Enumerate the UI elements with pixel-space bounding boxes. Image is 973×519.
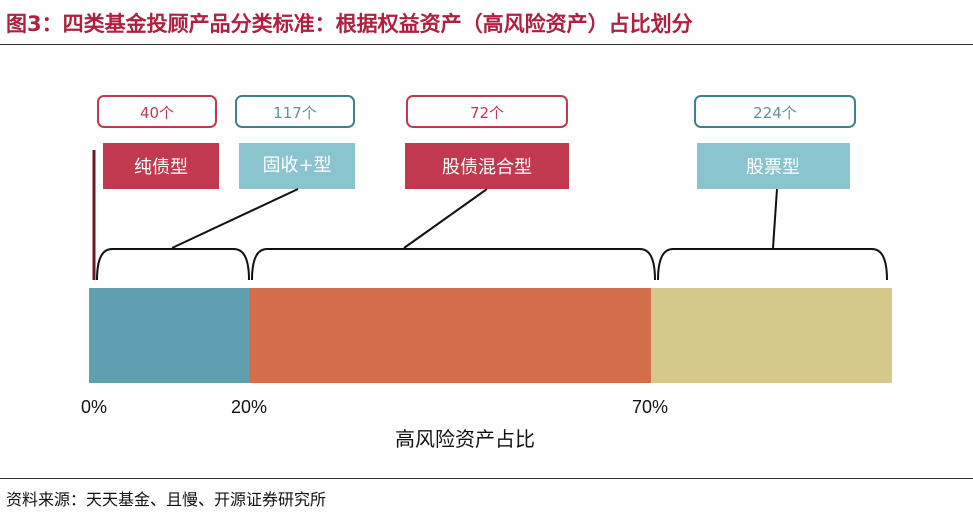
tick-label-70: 70% [632, 397, 668, 417]
label-equity: 股票型 [746, 157, 800, 178]
label-box-equity [697, 143, 850, 189]
count-box-pure-bond [97, 95, 217, 128]
tick-label-20: 20% [231, 397, 267, 417]
bar-segment-70-100 [651, 288, 892, 383]
source-note: 资料来源：天天基金、且慢、开源证券研究所 [6, 490, 327, 509]
label-fixed-income-plus: 固收+型 [262, 155, 331, 176]
bar-segment-20-70 [249, 288, 651, 383]
axis-label: 高风险资产占比 [395, 427, 535, 451]
connector-mixed [403, 188, 488, 249]
brace-70-100 [657, 248, 888, 281]
top-divider [0, 44, 973, 45]
label-pure-bond: 纯债型 [134, 157, 188, 178]
count-box-fixed-income-plus [235, 95, 355, 128]
bar-segment-0-20 [89, 288, 249, 383]
label-box-mixed [405, 143, 569, 189]
connector-fixed-income-plus [171, 188, 299, 249]
count-equity: 224个 [753, 104, 797, 122]
figure-title: 图3：四类基金投顾产品分类标准：根据权益资产（高风险资产）占比划分 [6, 12, 693, 36]
count-pure-bond: 40个 [140, 104, 174, 122]
tick-label-0: 0% [81, 397, 107, 417]
count-box-equity [694, 95, 856, 128]
count-mixed: 72个 [470, 104, 504, 122]
count-fixed-income-plus: 117个 [273, 104, 317, 122]
label-box-fixed-income-plus [239, 143, 355, 189]
brace-20-70 [251, 248, 656, 281]
bottom-divider [0, 478, 973, 479]
label-mixed: 股债混合型 [442, 157, 532, 178]
brace-0-20 [96, 248, 250, 281]
connector-equity [772, 188, 778, 249]
label-box-pure-bond [103, 143, 219, 189]
count-box-mixed [406, 95, 568, 128]
